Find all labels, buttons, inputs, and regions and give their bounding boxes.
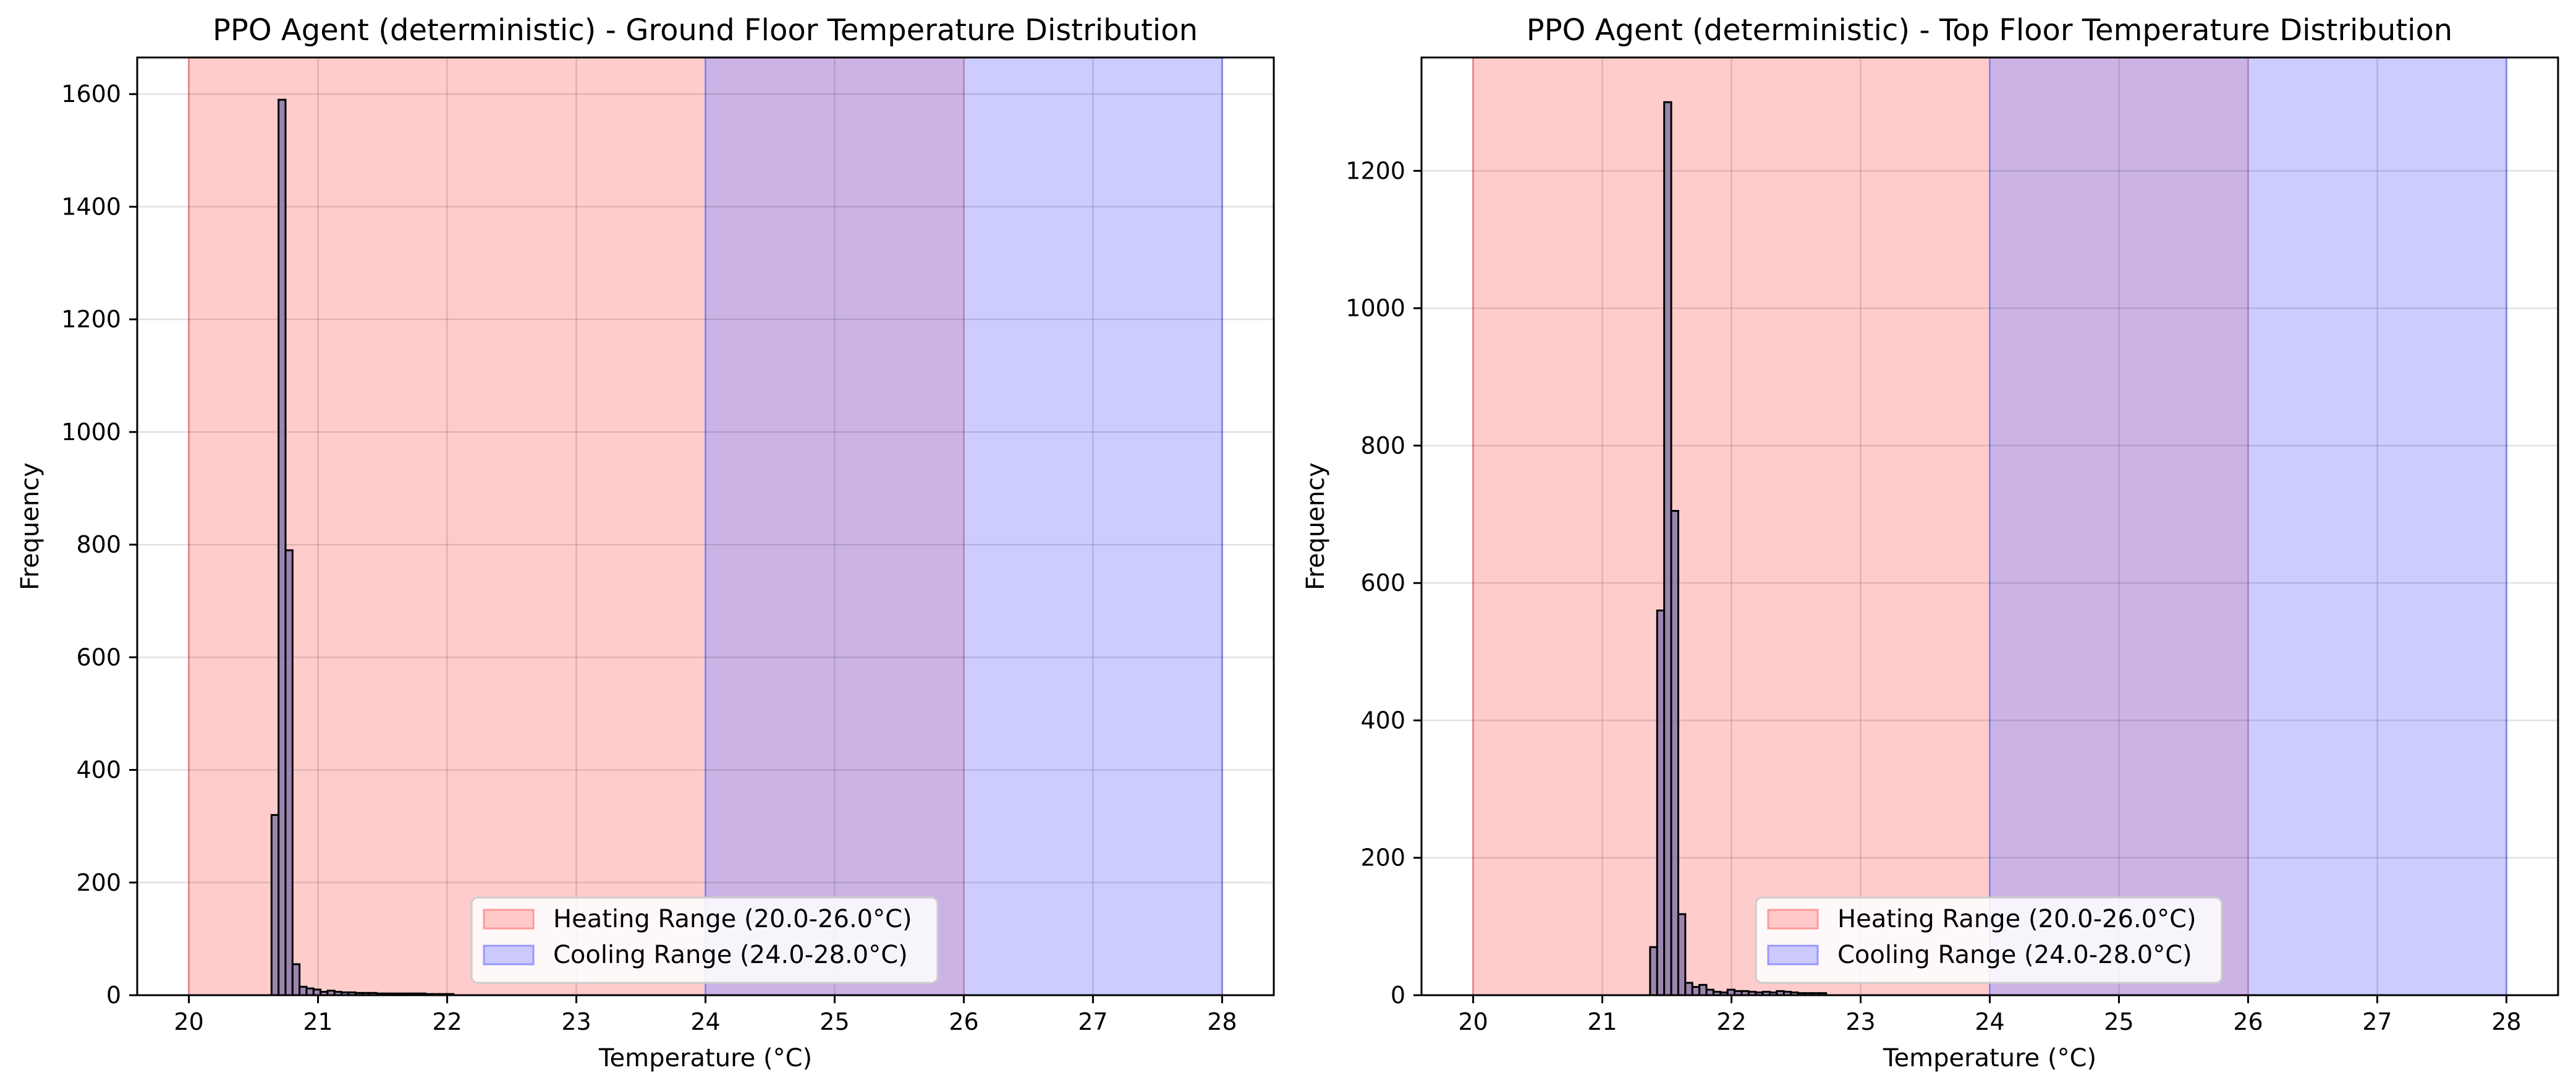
x-tick-label: 27 (2362, 1008, 2392, 1035)
y-tick-label: 1600 (61, 80, 121, 108)
y-axis-label: Frequency (1302, 462, 1330, 590)
histogram-bar (1656, 609, 1666, 996)
y-tick-label: 800 (1360, 432, 1405, 459)
legend-swatch-heating (1767, 909, 1819, 930)
y-tick-label: 200 (76, 869, 121, 896)
x-tick-label: 27 (1078, 1008, 1108, 1035)
histogram-bar (1670, 509, 1679, 996)
y-tick-label: 0 (106, 982, 121, 1009)
x-tick-label: 22 (1716, 1008, 1746, 1035)
legend-swatch-cooling (483, 945, 535, 966)
x-tick-label: 21 (303, 1008, 333, 1035)
y-tick-label: 600 (1360, 569, 1405, 596)
range-band-cooling (1989, 56, 2507, 996)
legend-label: Heating Range (20.0-26.0°C) (1837, 905, 2197, 933)
x-tick-label: 23 (1845, 1008, 1875, 1035)
x-tick-label: 24 (1975, 1008, 2004, 1035)
top-floor-histogram: 20 21 22 23 24 25 26 27 28 0 200 400 600 800 1000 1200 P… (1302, 13, 2559, 1072)
x-tick-label: 23 (561, 1008, 591, 1035)
y-tick-label: 200 (1360, 844, 1405, 872)
legend-label: Cooling Range (24.0-28.0°C) (1837, 941, 2192, 969)
x-tick-label: 25 (2104, 1008, 2133, 1035)
histogram-bar (305, 987, 315, 996)
y-tick-label: 800 (76, 531, 121, 558)
x-axis-label: Temperature (°C) (598, 1044, 812, 1072)
legend-swatch-heating (483, 909, 535, 930)
x-tick-label: 26 (949, 1008, 978, 1035)
y-tick-label: 0 (1391, 982, 1405, 1009)
x-tick-label: 21 (1587, 1008, 1617, 1035)
y-tick-label: 1200 (61, 306, 121, 333)
legend: Heating Range (20.0-26.0°C) Cooling Range… (470, 896, 939, 984)
x-tick-label: 26 (2233, 1008, 2263, 1035)
histogram-bar (284, 549, 294, 996)
ground-floor-histogram: 20 21 22 23 24 25 26 27 28 0 200 400 600 800 1000 1200 1… (16, 13, 1275, 1072)
legend-swatch-cooling (1767, 945, 1819, 966)
histogram-bar (1649, 946, 1658, 996)
histogram-bar (270, 813, 280, 996)
legend-box (1755, 896, 2223, 984)
x-tick-label: 28 (1207, 1008, 1237, 1035)
chart-title: PPO Agent (deterministic) - Ground Floor… (213, 13, 1198, 48)
histogram-bar (299, 985, 308, 996)
histogram-bar (1684, 982, 1693, 996)
y-tick-label: 600 (76, 643, 121, 671)
legend-box (470, 896, 939, 984)
legend-label: Heating Range (20.0-26.0°C) (553, 905, 912, 933)
x-tick-label: 20 (174, 1008, 203, 1035)
y-tick-label: 1000 (61, 418, 121, 446)
histogram-bar (1663, 101, 1672, 996)
x-tick-label: 28 (2491, 1008, 2521, 1035)
legend: Heating Range (20.0-26.0°C) Cooling Range… (1755, 896, 2223, 984)
histogram-bar (1691, 986, 1701, 996)
y-tick-label: 1400 (61, 193, 121, 220)
y-tick-label: 400 (76, 757, 121, 784)
x-tick-label: 25 (820, 1008, 849, 1035)
legend-label: Cooling Range (24.0-28.0°C) (553, 941, 908, 969)
chart-title: PPO Agent (deterministic) - Top Floor Te… (1527, 13, 2452, 48)
histogram-bar (1677, 913, 1687, 996)
y-axis-label: Frequency (16, 462, 44, 590)
x-axis-label: Temperature (°C) (1883, 1044, 2096, 1072)
y-tick-label: 1000 (1345, 295, 1405, 322)
x-tick-label: 24 (690, 1008, 720, 1035)
x-tick-label: 22 (432, 1008, 462, 1035)
histogram-bar (1698, 983, 1708, 996)
histogram-bar (278, 98, 287, 996)
y-tick-label: 1200 (1345, 157, 1405, 184)
histogram-bar (291, 963, 301, 996)
x-tick-label: 20 (1458, 1008, 1488, 1035)
y-tick-label: 400 (1360, 707, 1405, 734)
